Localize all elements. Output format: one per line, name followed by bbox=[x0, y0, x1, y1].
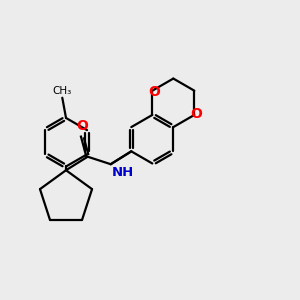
Text: O: O bbox=[190, 107, 202, 121]
Text: NH: NH bbox=[112, 166, 134, 179]
Text: CH₃: CH₃ bbox=[53, 86, 72, 96]
Text: O: O bbox=[76, 119, 88, 134]
Text: O: O bbox=[148, 85, 160, 99]
